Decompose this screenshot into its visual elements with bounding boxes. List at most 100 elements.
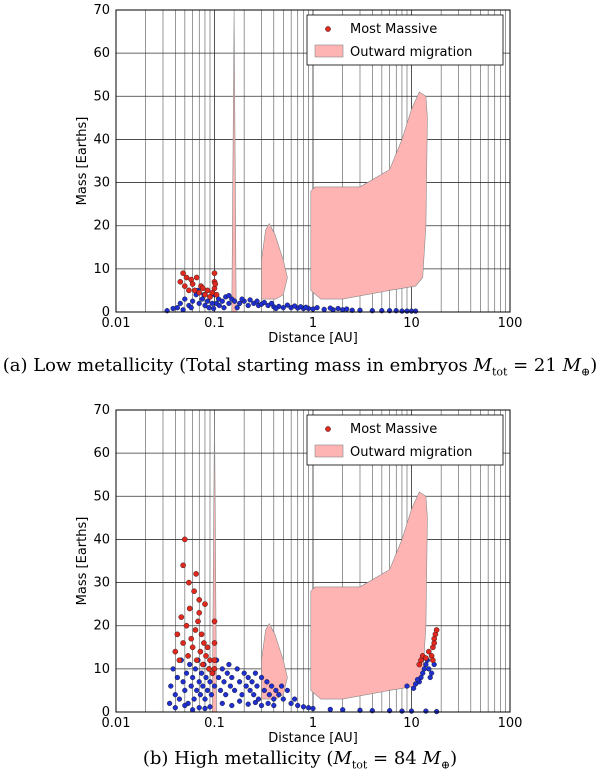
most-massive-point [204, 287, 211, 294]
chart-low-metallicity: 0.01 0.1 1 10 100 0 10 20 30 40 50 60 70 Distance [AU… [75, 3, 523, 346]
embryo-point [243, 683, 249, 689]
embryo-point [421, 666, 427, 672]
embryo-point [196, 679, 202, 685]
embryo-point [295, 702, 301, 709]
embryo-point [252, 699, 259, 706]
x-tick-label: 0.1 [204, 716, 225, 731]
embryo-point [280, 305, 286, 311]
x-tick-label: 1 [309, 316, 317, 331]
most-massive-point [212, 281, 219, 287]
x-tick-label: 100 [498, 716, 523, 731]
embryo-point [232, 298, 238, 304]
embryo-point [190, 674, 196, 681]
embryo-point [221, 305, 227, 311]
embryo-point [170, 305, 176, 312]
embryo-point [172, 692, 178, 698]
outward-migration-region [310, 491, 428, 700]
x-tick-label: 0.1 [204, 316, 225, 331]
most-massive-point [211, 640, 218, 646]
embryo-point [327, 305, 333, 311]
most-massive-point [191, 588, 197, 594]
embryo-point [292, 303, 298, 309]
chart-panel-low-metallicity: 0.01 0.1 1 10 100 0 10 20 30 40 50 60 70 Distance [AU… [2, 3, 598, 379]
embryo-point [273, 305, 279, 312]
most-massive-point [431, 640, 438, 646]
most-massive-point [211, 618, 218, 625]
embryo-point [226, 661, 232, 668]
most-massive-point [199, 285, 206, 292]
x-tick-label: 0.01 [102, 316, 131, 331]
embryo-point [279, 683, 285, 689]
embryo-point [199, 670, 205, 676]
y-tick-label: 50 [93, 489, 110, 504]
legend-label-most-massive: Most Massive [350, 22, 437, 37]
embryo-point [191, 696, 197, 702]
most-massive-point [176, 657, 183, 664]
most-massive-point [425, 648, 432, 655]
embryo-point [177, 300, 183, 307]
most-massive-point [186, 605, 193, 612]
embryo-point [258, 674, 265, 681]
y-axis-label: Mass [Earths] [75, 117, 90, 206]
embryo-point [247, 687, 253, 694]
embryo-point [344, 306, 350, 312]
embryo-point [237, 698, 243, 704]
plot-frame [115, 409, 511, 713]
embryo-point [217, 687, 224, 694]
embryo-point [413, 681, 419, 687]
embryo-point [420, 670, 426, 676]
embryo-point [239, 692, 245, 698]
y-tick-label: 0 [102, 705, 110, 720]
embryo-point [170, 666, 176, 672]
most-massive-point [211, 657, 218, 664]
embryo-point [234, 305, 240, 311]
embryo-point [232, 687, 238, 694]
embryo-point [423, 661, 429, 668]
caption-high-metallicity: (b) High metallicity (Mtot = 84 M⊕) [142, 748, 458, 772]
most-massive-point [188, 635, 194, 642]
embryo-point [261, 687, 267, 694]
embryo-point [327, 706, 333, 713]
y-tick-label: 10 [93, 262, 110, 277]
embryo-point [411, 685, 417, 691]
embryo-point [174, 674, 181, 681]
x-tick-label: 1 [309, 716, 317, 731]
most-massive-point [181, 536, 188, 543]
y-tick-label: 20 [93, 219, 110, 234]
embryo-point [172, 705, 178, 711]
embryo-point [190, 707, 196, 713]
embryo-point [187, 661, 193, 668]
y-tick-label: 40 [93, 532, 110, 547]
most-massive-point [203, 653, 209, 659]
most-massive-point [174, 631, 181, 638]
most-massive-point [185, 653, 191, 659]
embryo-point [300, 704, 307, 710]
most-massive-point [430, 657, 436, 664]
most-massive-point [189, 281, 196, 287]
embryo-point [174, 305, 181, 311]
most-massive-point [197, 648, 204, 655]
caption-low-metallicity: (a) Low metallicity (Total starting mass… [2, 355, 598, 379]
embryo-point [208, 692, 215, 698]
embryo-point [303, 304, 309, 310]
embryo-point [271, 696, 277, 702]
embryo-point [273, 687, 279, 694]
embryo-point [404, 683, 410, 689]
y-tick-label: 40 [93, 132, 110, 147]
embryo-point [321, 306, 327, 313]
most-massive-point [199, 661, 206, 668]
embryo-point [399, 708, 405, 714]
embryo-point [245, 302, 251, 309]
most-massive-point [193, 274, 200, 281]
y-tick-label: 30 [93, 176, 110, 191]
most-massive-point [183, 622, 190, 629]
most-massive-point [180, 270, 186, 277]
embryo-point [226, 300, 232, 307]
x-tick-label: 100 [498, 316, 523, 331]
legend-swatch-outward-migration [314, 44, 344, 58]
most-massive-point [186, 287, 192, 294]
most-massive-point [206, 666, 212, 672]
embryo-point [197, 692, 204, 698]
embryo-point [276, 692, 282, 698]
most-massive-point [207, 294, 213, 300]
